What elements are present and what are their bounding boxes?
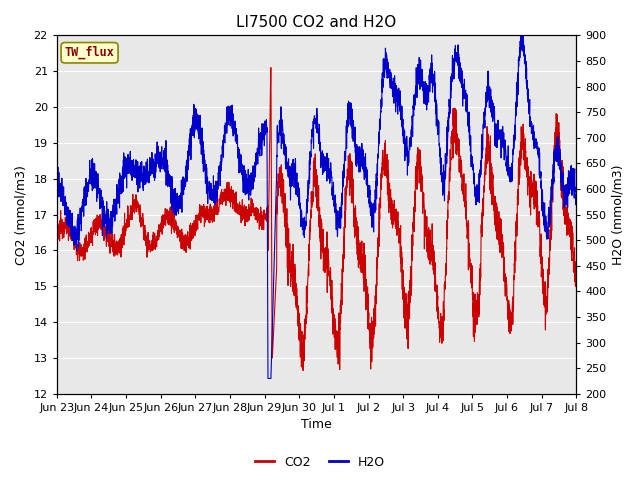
X-axis label: Time: Time (301, 419, 332, 432)
Title: LI7500 CO2 and H2O: LI7500 CO2 and H2O (236, 15, 397, 30)
Legend: CO2, H2O: CO2, H2O (250, 451, 390, 474)
Y-axis label: H2O (mmol/m3): H2O (mmol/m3) (612, 164, 625, 265)
Y-axis label: CO2 (mmol/m3): CO2 (mmol/m3) (15, 165, 28, 264)
Text: TW_flux: TW_flux (65, 46, 115, 60)
